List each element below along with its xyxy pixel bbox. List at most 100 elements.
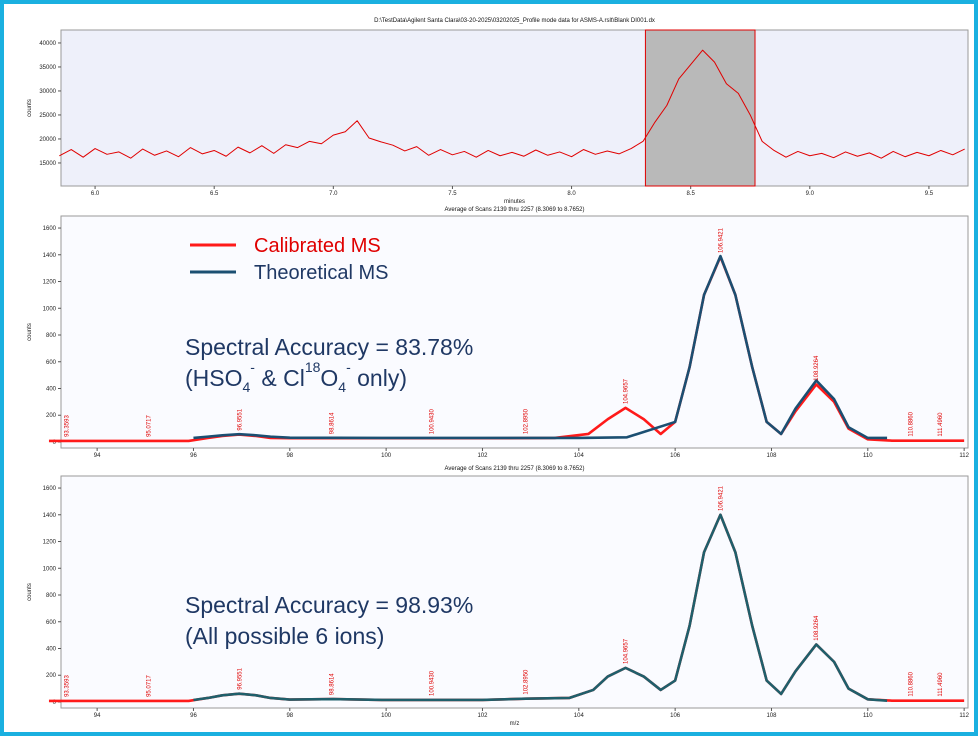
series-line — [59, 49, 965, 159]
y-tick-label: 1600 — [43, 486, 57, 492]
x-tick-label: 112 — [959, 453, 969, 459]
x-tick-label: 9.0 — [806, 191, 815, 197]
annotation-part: O — [320, 365, 338, 391]
chart-title: Average of Scans 2139 thru 2257 (8.3069 … — [445, 207, 585, 213]
annotation: (All possible 6 ions) — [185, 623, 384, 649]
y-tick-label: 600 — [46, 360, 57, 366]
annotation-part: - — [250, 359, 255, 375]
x-tick-label: 94 — [94, 713, 101, 719]
y-tick-label: 0 — [53, 440, 57, 446]
peak-label: 110.8860 — [908, 671, 914, 696]
y-tick-label: 1200 — [43, 280, 57, 286]
peak-label: 106.9421 — [719, 227, 725, 253]
y-tick-label: 1400 — [43, 253, 57, 259]
y-tick-label: 200 — [46, 673, 57, 679]
peak-label: 93.3593 — [64, 675, 70, 697]
legend-label: Calibrated MS — [254, 235, 381, 257]
y-tick-label: 1400 — [43, 513, 57, 519]
peak-label: 102.8950 — [524, 408, 530, 434]
x-tick-label: 110 — [863, 453, 873, 459]
x-tick-label: 98 — [286, 713, 293, 719]
y-tick-label: 400 — [46, 386, 57, 392]
x-tick-label: 112 — [959, 713, 969, 719]
peak-label: 110.8860 — [908, 411, 914, 436]
peak-label: 98.8614 — [329, 673, 335, 695]
y-tick-label: 0 — [53, 700, 57, 706]
x-tick-label: 6.0 — [91, 191, 100, 197]
y-tick-label: 30000 — [39, 89, 56, 95]
x-tick-label: 94 — [94, 453, 101, 459]
peak-label: 108.9264 — [814, 355, 820, 381]
annotation: Spectral Accuracy = 98.93% — [185, 592, 473, 618]
chart-title: Average of Scans 2139 thru 2257 (8.3069 … — [445, 466, 585, 472]
y-axis-label: counts — [27, 583, 33, 601]
x-tick-label: 100 — [381, 453, 392, 459]
selection-region — [644, 29, 756, 187]
annotation-part: Spectral Accuracy = 83.78% — [185, 334, 473, 360]
x-tick-label: 7.0 — [329, 191, 338, 197]
x-tick-label: 100 — [381, 713, 392, 719]
x-tick-label: 102 — [477, 713, 488, 719]
peak-label: 100.9430 — [430, 409, 436, 435]
y-tick-label: 400 — [46, 646, 57, 652]
x-tick-label: 98 — [286, 453, 293, 459]
peak-label: 104.9657 — [623, 638, 629, 664]
y-tick-label: 1600 — [43, 226, 57, 232]
plot-area — [60, 215, 969, 449]
y-tick-label: 1200 — [43, 540, 57, 546]
x-tick-label: 110 — [863, 713, 873, 719]
legend-label: Theoretical MS — [254, 262, 389, 284]
x-axis-label: minutes — [504, 199, 525, 205]
x-tick-label: 9.5 — [925, 191, 934, 197]
x-tick-label: 106 — [670, 713, 681, 719]
x-axis-label: m/z — [510, 721, 520, 727]
annotation-part: 4 — [243, 379, 251, 395]
peak-label: 102.8950 — [524, 669, 530, 695]
annotation-part: Spectral Accuracy = 98.93% — [185, 592, 473, 618]
peak-label: 108.9264 — [814, 615, 820, 641]
x-tick-label: 102 — [477, 453, 488, 459]
peak-label: 111.4960 — [938, 412, 944, 437]
series-line — [193, 254, 888, 440]
y-tick-label: 600 — [46, 620, 57, 626]
annotation-part: (All possible 6 ions) — [185, 623, 384, 649]
peak-label: 95.0717 — [147, 415, 153, 437]
y-tick-label: 25000 — [39, 113, 56, 119]
y-axis-label: counts — [27, 99, 33, 117]
x-tick-label: 104 — [574, 453, 585, 459]
annotation-part: only) — [351, 365, 407, 391]
x-tick-label: 8.5 — [687, 191, 696, 197]
y-tick-label: 1000 — [43, 306, 57, 312]
x-tick-label: 108 — [766, 453, 777, 459]
plot-area — [60, 29, 969, 187]
y-tick-label: 15000 — [39, 161, 56, 167]
annotation: (HSO4- & Cl18O4- only) — [185, 359, 407, 395]
x-tick-label: 106 — [670, 453, 681, 459]
peak-label: 111.4960 — [938, 672, 944, 697]
plot-area — [60, 475, 969, 709]
y-axis-label: counts — [27, 323, 33, 341]
annotation-part: (HSO — [185, 365, 243, 391]
chart-title: D:\TestData\Agilent Santa Clara\03-20-20… — [374, 18, 655, 24]
peak-label: 96.9551 — [237, 667, 243, 689]
x-tick-label: 108 — [766, 713, 777, 719]
x-tick-label: 96 — [190, 453, 197, 459]
peak-label: 98.8614 — [329, 412, 335, 434]
y-tick-label: 800 — [46, 593, 57, 599]
x-tick-label: 8.0 — [567, 191, 576, 197]
x-tick-label: 6.5 — [210, 191, 219, 197]
peak-label: 95.0717 — [147, 675, 153, 697]
y-tick-label: 20000 — [39, 137, 56, 143]
annotation-part: 4 — [338, 379, 346, 395]
x-tick-label: 7.5 — [448, 191, 457, 197]
annotation-part: & Cl — [255, 365, 305, 391]
y-tick-label: 40000 — [39, 41, 56, 47]
series-line — [193, 513, 888, 702]
y-tick-label: 35000 — [39, 65, 56, 71]
x-tick-label: 104 — [574, 713, 585, 719]
y-tick-label: 800 — [46, 333, 57, 339]
annotation-part: 18 — [305, 359, 321, 375]
peak-label: 93.3593 — [64, 415, 70, 437]
peak-label: 104.9657 — [623, 378, 629, 404]
